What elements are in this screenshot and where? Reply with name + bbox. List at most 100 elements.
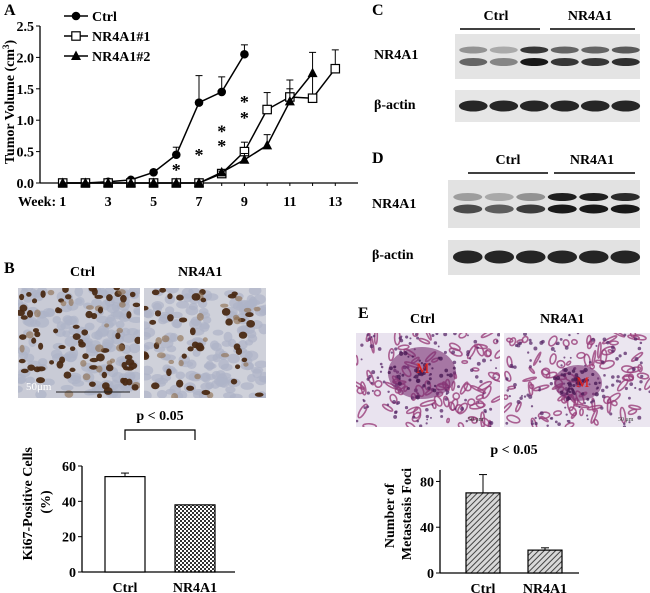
- tissue-nucleus: [519, 396, 523, 400]
- alveolar-wall: [475, 394, 485, 401]
- bg-cell: [176, 300, 190, 309]
- actin-band: [452, 250, 483, 264]
- blot-band: [579, 204, 609, 214]
- focus-nucleus: [448, 373, 453, 378]
- tissue-nucleus: [595, 344, 598, 347]
- tissue-nucleus: [521, 394, 523, 397]
- bg-cell: [60, 305, 72, 313]
- focus-nucleus: [428, 362, 431, 366]
- alveolar-wall: [591, 349, 597, 367]
- tissue-nucleus: [565, 413, 568, 416]
- blot-band: [453, 193, 483, 201]
- tissue-nucleus: [527, 351, 530, 354]
- tissue-nucleus: [429, 416, 432, 419]
- nucleus: [59, 356, 66, 364]
- actin-band: [489, 100, 519, 112]
- tissue-nucleus: [631, 367, 636, 372]
- legend-label: NR4A1#2: [92, 50, 150, 65]
- nucleus: [19, 293, 25, 301]
- alveolar-wall: [527, 381, 534, 396]
- metastasis-marker-nr4a1: M: [576, 375, 589, 391]
- nucleus: [181, 353, 187, 359]
- bg-cell: [74, 298, 83, 305]
- alveolar-wall: [362, 422, 378, 427]
- focus-nucleus: [567, 381, 572, 386]
- x-tick-label: 11: [283, 195, 296, 210]
- significance-star: *: [240, 92, 249, 112]
- tissue-nucleus: [528, 365, 532, 369]
- tissue-nucleus: [550, 347, 555, 351]
- nucleus: [36, 377, 45, 384]
- nucleus: [20, 315, 28, 320]
- focus-nucleus: [403, 351, 408, 356]
- nucleus: [72, 333, 81, 340]
- nucleus: [243, 307, 252, 313]
- nucleus: [201, 389, 211, 396]
- bg-cell: [206, 354, 219, 361]
- y-tick-label: 80: [420, 475, 434, 490]
- tissue-nucleus: [369, 344, 374, 349]
- nucleus: [20, 368, 29, 374]
- nucleus: [235, 295, 243, 302]
- tissue-nucleus: [513, 365, 517, 369]
- bg-cell: [133, 306, 140, 315]
- tissue-nucleus: [516, 400, 521, 404]
- scale-bar-label: 50μm: [26, 381, 52, 393]
- bg-cell: [115, 320, 125, 329]
- tissue-nucleus: [615, 379, 619, 383]
- y-tick-label: 0.5: [17, 146, 35, 161]
- bg-cell: [246, 374, 256, 383]
- panel-b-label-nr4a1: NR4A1: [178, 265, 223, 280]
- alveolar-wall: [532, 351, 542, 367]
- significance-star: *: [217, 122, 226, 142]
- alveolar-wall: [477, 380, 492, 392]
- nucleus: [189, 327, 196, 336]
- tissue-nucleus: [566, 419, 569, 422]
- tissue-nucleus: [618, 380, 622, 383]
- focus-nucleus: [572, 383, 576, 388]
- focus-nucleus: [577, 379, 581, 383]
- nucleus: [230, 378, 238, 385]
- nucleus: [194, 373, 201, 380]
- tissue-nucleus: [440, 414, 444, 418]
- nucleus: [32, 328, 40, 333]
- x-category-label: NR4A1: [523, 582, 567, 593]
- nucleus: [221, 307, 231, 316]
- nucleus: [72, 324, 80, 329]
- focus-nucleus: [411, 355, 414, 358]
- focus-nucleus: [562, 373, 567, 377]
- nucleus: [144, 305, 149, 311]
- tissue-nucleus: [560, 364, 563, 367]
- data-point: [57, 177, 68, 187]
- alveolar-wall: [412, 333, 419, 338]
- bg-cell: [144, 373, 152, 381]
- data-point: [194, 177, 204, 187]
- data-point: [239, 154, 250, 164]
- focus-nucleus: [414, 374, 419, 379]
- bg-cell: [169, 332, 179, 342]
- actin-band: [484, 250, 515, 264]
- focus-nucleus: [559, 390, 564, 394]
- tissue-nucleus: [363, 406, 367, 410]
- nucleus: [178, 359, 184, 367]
- blot-d: Ctrl NR4A1 NR4A1 β-actin: [370, 145, 650, 280]
- tissue-nucleus: [495, 339, 499, 343]
- alveolar-wall: [418, 337, 431, 345]
- tissue-nucleus: [568, 333, 571, 337]
- nucleus: [105, 364, 114, 372]
- nucleus: [95, 344, 104, 353]
- focus-nucleus: [397, 381, 402, 386]
- bar-nr4a1: [527, 549, 563, 574]
- tissue-nucleus: [534, 421, 538, 426]
- series-line-2: [62, 72, 314, 184]
- alveolar-wall: [537, 411, 551, 420]
- nucleus: [220, 353, 230, 358]
- tissue-nucleus: [399, 338, 404, 343]
- nucleus: [19, 304, 28, 312]
- nucleus: [243, 362, 249, 367]
- nucleus: [220, 303, 229, 308]
- y-tick-label: 60: [62, 460, 76, 475]
- bg-cell: [67, 374, 82, 385]
- tissue-nucleus: [564, 406, 567, 409]
- tissue-nucleus: [476, 346, 480, 349]
